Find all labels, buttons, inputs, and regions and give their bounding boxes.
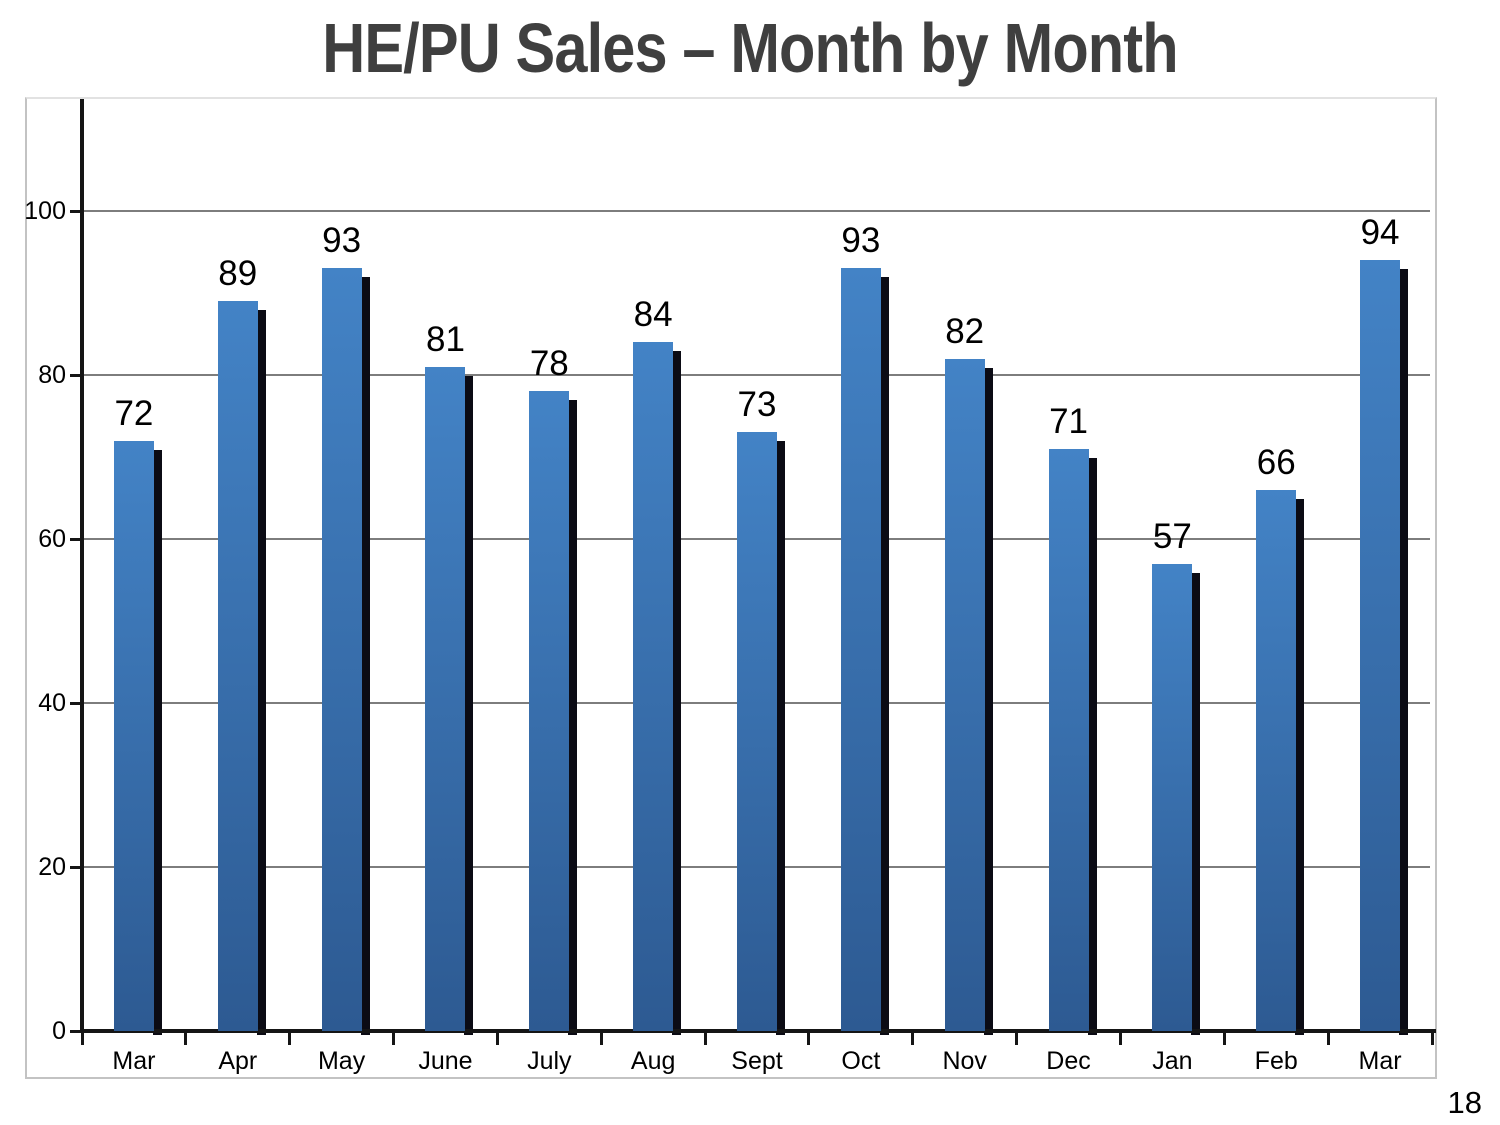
- y-tick-label: 40: [38, 689, 66, 717]
- y-tick-label: 80: [38, 361, 66, 389]
- y-tick: [70, 538, 80, 541]
- bar: [633, 342, 674, 1031]
- bar-value-label: 57: [1152, 516, 1192, 556]
- bar-shadow: [152, 449, 162, 1035]
- x-tick: [703, 1033, 707, 1045]
- bar-value-label: 72: [114, 393, 154, 433]
- bar-value-label: 93: [841, 221, 881, 261]
- page-number: 18: [1447, 1085, 1482, 1120]
- y-tick-label: 100: [24, 197, 66, 225]
- y-axis-line: [80, 99, 84, 1033]
- bar: [113, 440, 154, 1031]
- bar-value-label: 94: [1360, 213, 1400, 253]
- x-tick-label: June: [418, 1047, 473, 1075]
- bar: [425, 366, 466, 1031]
- x-tick-label: Mar: [1358, 1047, 1402, 1075]
- x-tick: [184, 1033, 188, 1045]
- chart-title: HE/PU Sales – Month by Month: [322, 9, 1178, 87]
- y-tick: [70, 210, 80, 213]
- x-tick-label: Jan: [1152, 1047, 1193, 1075]
- x-tick: [1118, 1033, 1122, 1045]
- bar-shadow: [360, 277, 370, 1035]
- x-tick: [495, 1033, 499, 1045]
- bar: [840, 268, 881, 1031]
- x-tick: [1326, 1033, 1330, 1045]
- bar-shadow: [983, 367, 993, 1035]
- bar-value-label: 89: [218, 254, 258, 294]
- x-tick-label: Feb: [1254, 1047, 1298, 1075]
- x-tick-label: Sept: [731, 1047, 783, 1075]
- bar-value-label: 81: [425, 319, 465, 359]
- x-tick-label: Aug: [630, 1047, 676, 1075]
- bar-shadow: [1295, 498, 1305, 1035]
- bar-value-label: 82: [945, 311, 985, 351]
- x-tick-label: Oct: [841, 1047, 881, 1075]
- bar-shadow: [776, 441, 785, 1035]
- x-tick: [1430, 1033, 1434, 1045]
- x-tick: [911, 1033, 915, 1045]
- x-tick-label: Dec: [1046, 1047, 1091, 1075]
- bar: [321, 268, 362, 1031]
- bar-chart: 0 20 40 60 80 100 72 Mar 89 Apr 93 May 81 June 78 July 8…: [24, 97, 1437, 1079]
- x-tick: [1015, 1033, 1019, 1045]
- bar-shadow: [568, 400, 578, 1035]
- x-tick-label: Apr: [218, 1047, 258, 1075]
- x-tick: [392, 1033, 396, 1045]
- bar-value-label: 66: [1256, 442, 1296, 482]
- bar: [944, 358, 985, 1031]
- bar-value-label: 93: [322, 221, 362, 261]
- x-tick: [80, 1033, 84, 1045]
- gridline: [82, 210, 1430, 212]
- x-tick: [599, 1033, 603, 1045]
- bar-shadow: [879, 277, 889, 1035]
- bar-shadow: [1087, 457, 1097, 1035]
- x-tick-label: Nov: [942, 1047, 987, 1075]
- bar: [1152, 563, 1193, 1031]
- x-tick: [288, 1033, 292, 1045]
- y-tick: [70, 866, 80, 869]
- x-tick-label: May: [317, 1047, 366, 1075]
- y-tick-label: 0: [52, 1017, 66, 1045]
- y-tick-label: 60: [38, 525, 66, 553]
- y-tick: [70, 1030, 80, 1033]
- bar-shadow: [464, 375, 474, 1035]
- y-tick-label: 20: [38, 853, 66, 881]
- bar-shadow: [256, 310, 266, 1035]
- bar-value-label: 71: [1049, 401, 1088, 441]
- bar-value-label: 78: [529, 344, 569, 384]
- bar-value-label: 73: [737, 385, 777, 425]
- x-tick: [1222, 1033, 1226, 1045]
- y-tick: [70, 702, 80, 705]
- x-tick: [807, 1033, 811, 1045]
- gridline: [82, 374, 1430, 376]
- bar-shadow: [1191, 572, 1201, 1035]
- bar: [217, 301, 258, 1031]
- plot-area: 0 20 40 60 80 100 72 Mar 89 Apr 93 May 81 June 78 July 8…: [24, 99, 1436, 1077]
- bar-shadow: [672, 351, 682, 1035]
- bar: [1048, 448, 1089, 1031]
- x-axis-line: [80, 1029, 1436, 1033]
- bar-value-label: 84: [633, 295, 673, 335]
- x-tick-label: Mar: [112, 1047, 156, 1075]
- bar: [737, 432, 777, 1031]
- bar: [1360, 260, 1401, 1031]
- bar: [529, 391, 570, 1031]
- bar-shadow: [1399, 269, 1409, 1035]
- y-tick: [70, 374, 80, 377]
- x-tick-label: July: [527, 1047, 572, 1075]
- bar: [1256, 489, 1297, 1031]
